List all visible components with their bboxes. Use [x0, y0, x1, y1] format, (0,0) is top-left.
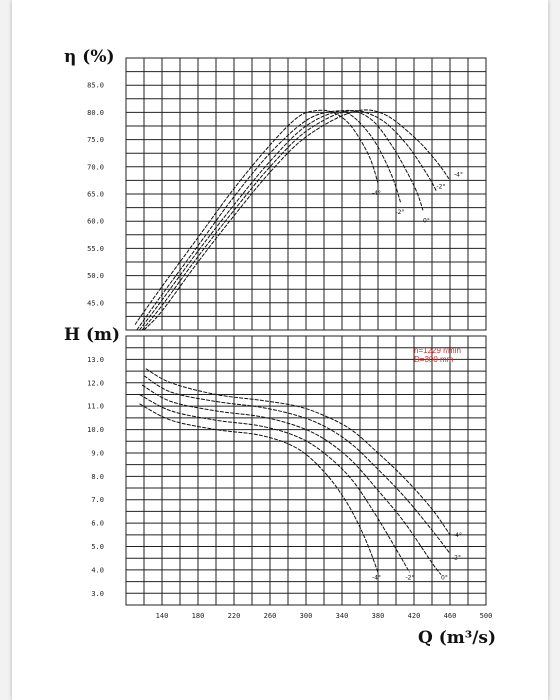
curve-labels: -4° -2° 0° -2° -4° -4° -2° 0° -2° -4° [372, 171, 463, 581]
x-tick-label: 260 [264, 612, 277, 620]
head-curve [143, 375, 451, 554]
head-curve [139, 403, 379, 573]
head-grid [125, 335, 487, 606]
head-tick-label: 12.0 [87, 379, 104, 387]
diameter-annotation: D=300 mm [414, 355, 454, 364]
x-tick-label: 180 [192, 612, 205, 620]
tick-labels: 85.0 80.0 75.0 70.0 65.0 60.0 55.0 50.0 45.0 13.0… [87, 82, 492, 620]
efficiency-grid [125, 57, 487, 331]
head-tick-label: 10.0 [87, 426, 104, 434]
x-tick-label: 420 [408, 612, 421, 620]
head-tick-label: 3.0 [91, 590, 104, 598]
efficiency-axis-title: η (%) [64, 47, 115, 67]
speed-annotation: n=1229 r/min [414, 346, 461, 355]
efficiency-tick-label: 85.0 [87, 82, 104, 90]
head-tick-label: 4.0 [91, 566, 104, 574]
head-tick-label: 9.0 [91, 449, 104, 457]
efficiency-tick-label: 75.0 [87, 136, 104, 144]
curves [134, 109, 451, 575]
x-tick-label: 300 [300, 612, 313, 620]
head-tick-label: 11.0 [87, 403, 104, 411]
head-curve [145, 368, 451, 536]
x-tick-label: 380 [372, 612, 385, 620]
head-curve-label: -4° [372, 574, 381, 581]
head-curve-label: -2° [452, 555, 461, 562]
efficiency-curve-label: -4° [454, 171, 463, 178]
efficiency-curve [134, 109, 379, 325]
efficiency-curve [139, 109, 424, 331]
head-curve [141, 384, 442, 575]
head-curve-label: -4° [453, 532, 462, 539]
pump-performance-chart: 85.0 80.0 75.0 70.0 65.0 60.0 55.0 50.0 45.0 13.0… [64, 47, 496, 648]
head-axis-title: H (m) [64, 325, 120, 345]
efficiency-tick-label: 50.0 [87, 272, 104, 280]
head-curve [139, 394, 410, 573]
head-tick-label: 7.0 [91, 496, 104, 504]
efficiency-curve-label: 0° [423, 217, 430, 224]
head-tick-label: 8.0 [91, 473, 104, 481]
efficiency-curve [136, 110, 401, 331]
x-tick-label: 140 [156, 612, 169, 620]
head-tick-label: 5.0 [91, 543, 104, 551]
x-axis-title: Q (m³/s) [418, 628, 496, 648]
efficiency-curve-label: -4° [372, 190, 381, 197]
x-tick-label: 340 [336, 612, 349, 620]
head-curve-label: 0° [441, 575, 448, 582]
head-curve-label: -2° [406, 574, 415, 581]
head-tick-label: 6.0 [91, 520, 104, 528]
efficiency-tick-label: 80.0 [87, 109, 104, 117]
efficiency-tick-label: 45.0 [87, 299, 104, 307]
efficiency-curve-label: -2° [437, 183, 446, 190]
x-tick-label: 460 [444, 612, 457, 620]
efficiency-curve [143, 109, 451, 331]
head-tick-label: 13.0 [87, 356, 104, 364]
x-tick-label: 500 [480, 612, 493, 620]
x-tick-label: 220 [228, 612, 241, 620]
efficiency-tick-label: 55.0 [87, 245, 104, 253]
efficiency-tick-label: 70.0 [87, 163, 104, 171]
efficiency-tick-label: 60.0 [87, 218, 104, 226]
efficiency-curve [141, 110, 437, 331]
efficiency-curve-label: -2° [396, 209, 405, 216]
page: 85.0 80.0 75.0 70.0 65.0 60.0 55.0 50.0 45.0 13.0… [12, 0, 548, 700]
efficiency-tick-label: 65.0 [87, 191, 104, 199]
